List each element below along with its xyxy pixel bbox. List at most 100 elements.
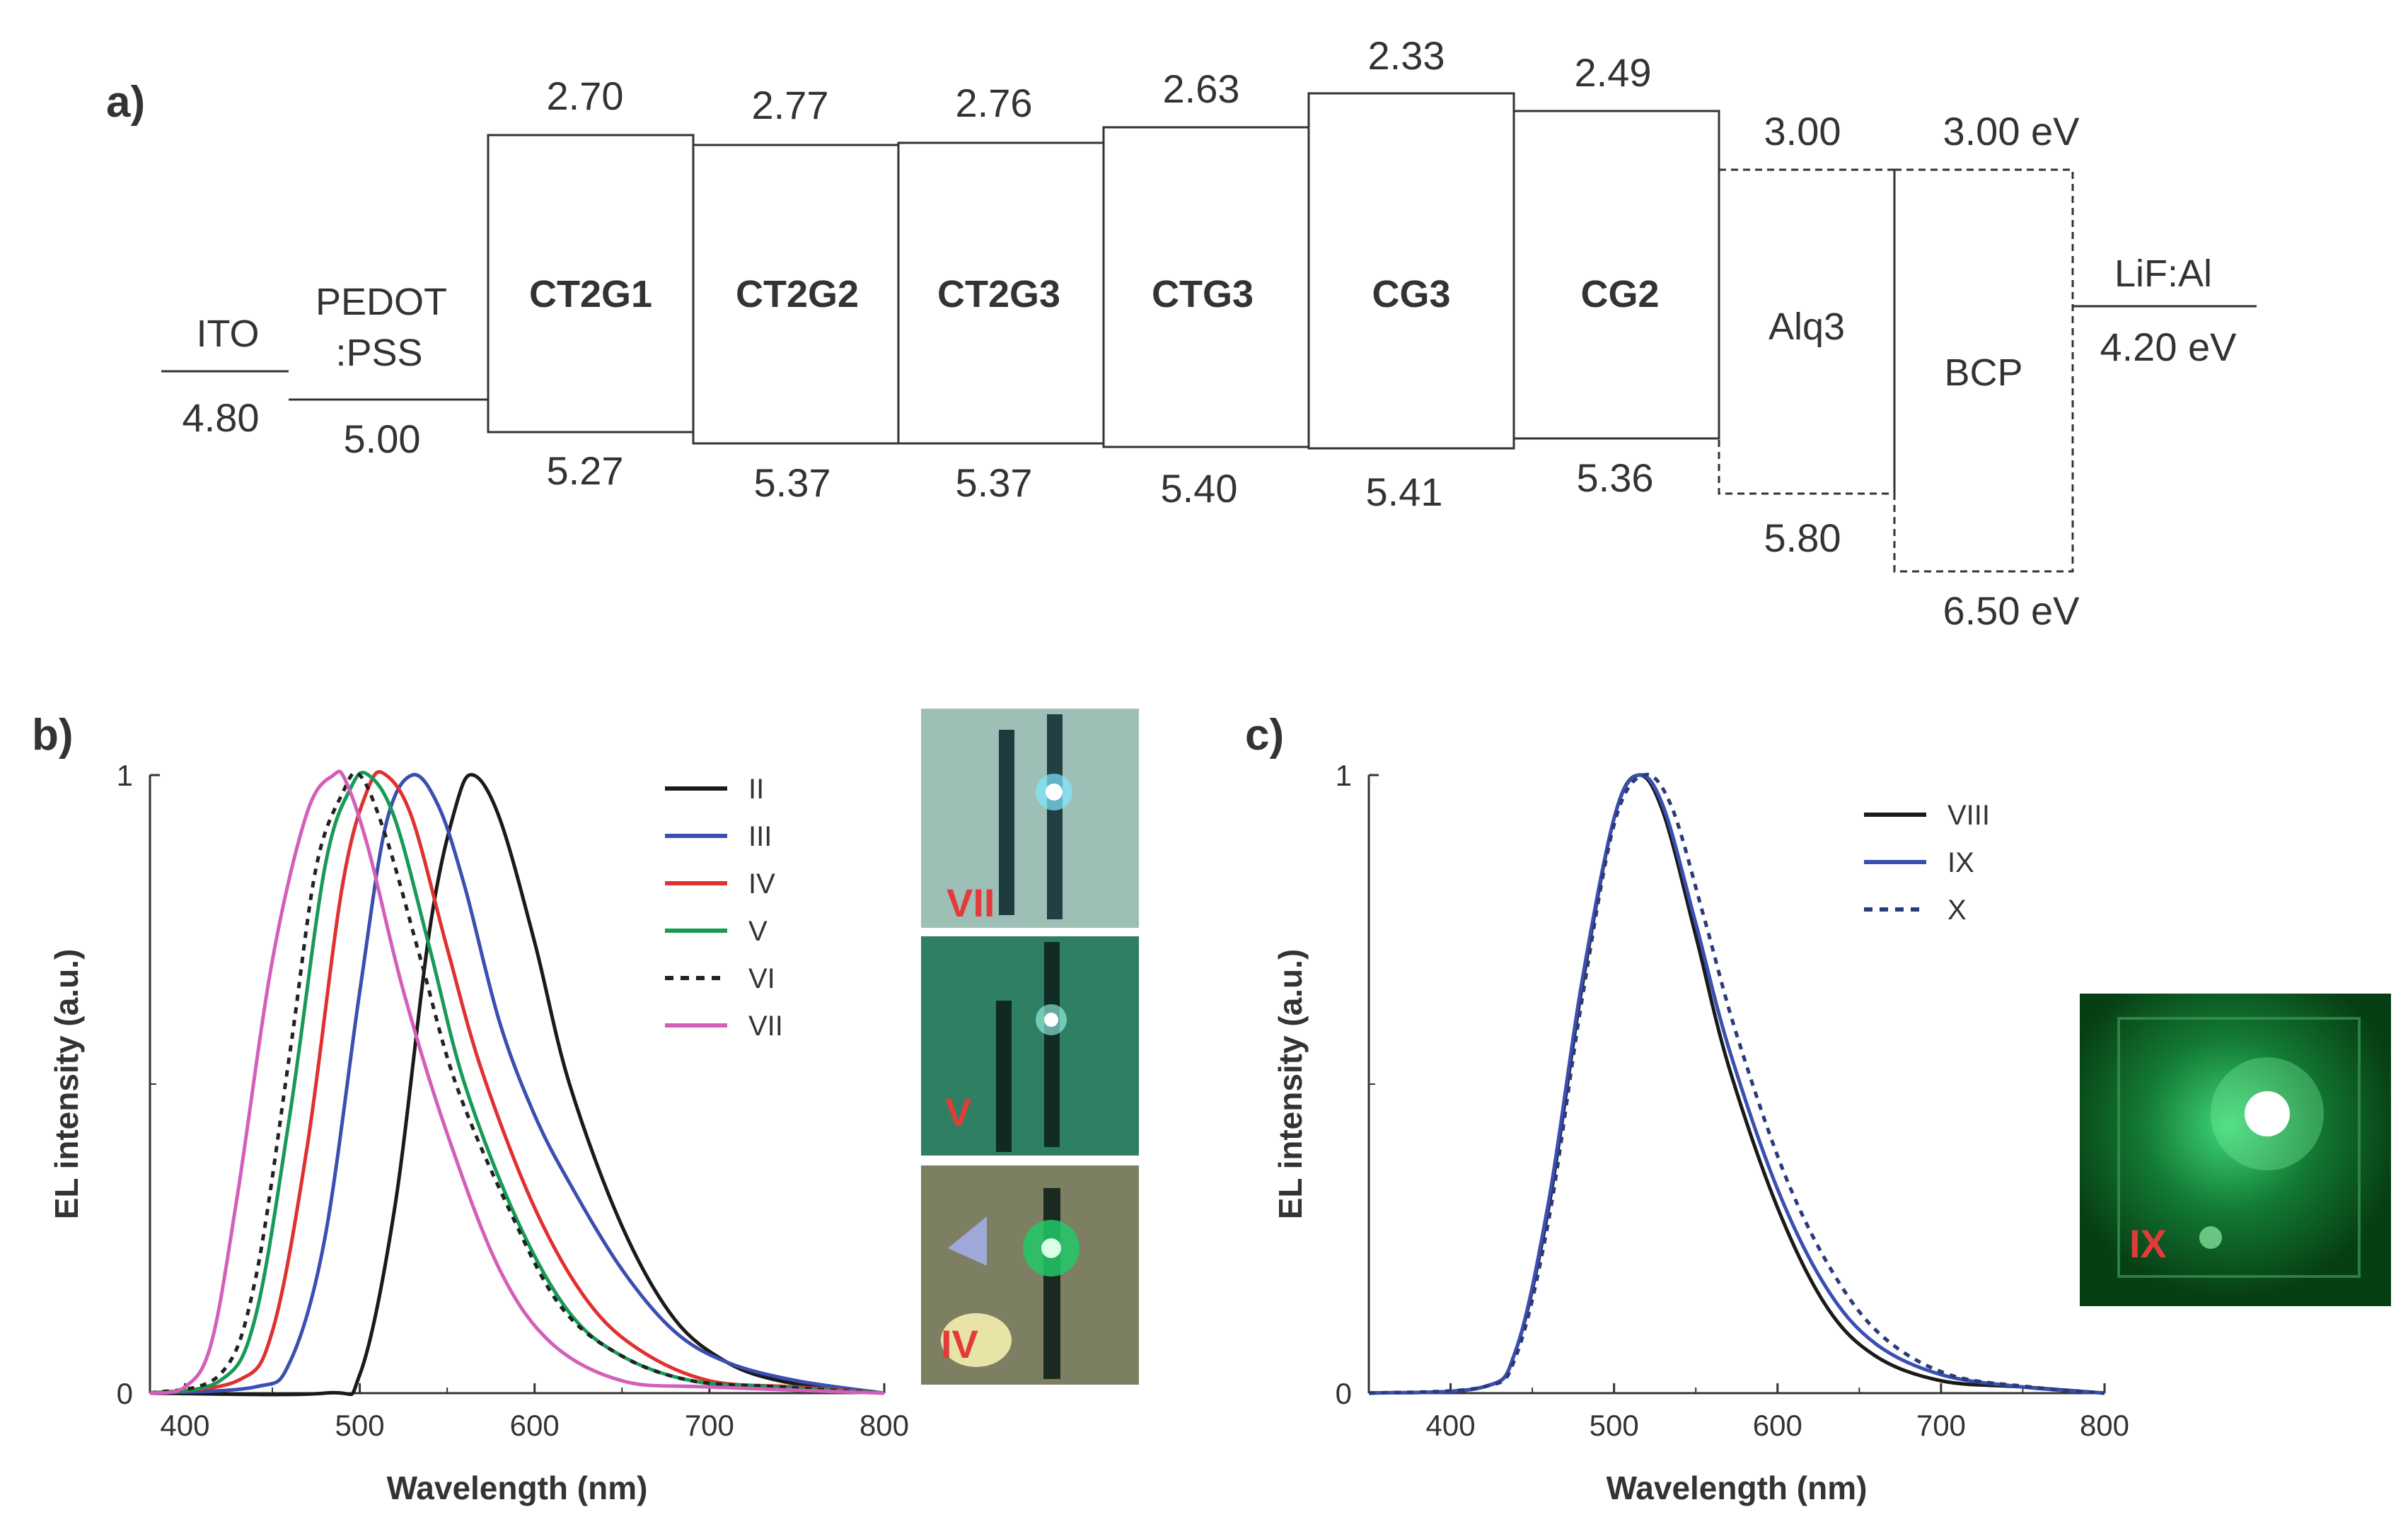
photo-ix-frame [2117,1017,2361,1278]
ct2g2-name: CT2G2 [736,273,859,315]
photo-ix-label: IX [2129,1221,2167,1266]
series-line-x [1368,772,2105,1395]
x-axis-title: Wavelength (nm) [1607,1470,1868,1506]
alq3-homo: 5.80 [1764,516,1841,560]
ito-name: ITO [196,313,259,355]
y-tick-label: 0 [1336,1377,1352,1410]
series-line-ix [1368,773,2105,1395]
pedot-name-line1: PEDOT [316,281,446,323]
ito-homo: 4.80 [183,395,260,440]
photo-vii: VII [921,709,1139,928]
ctg3-homo: 5.40 [1161,466,1238,511]
x-tick-label: 500 [335,1409,385,1442]
photo-iv: IV [921,1165,1139,1385]
bcp-lumo: 3.00 eV [1943,109,2080,153]
alq3-name: Alq3 [1769,306,1845,348]
photo-v-bg [921,936,1139,1156]
alq3-lumo: 3.00 [1764,109,1841,153]
ct2g2-homo: 5.37 [754,460,831,505]
legend-label-x: X [1947,895,1967,926]
x-tick-label: 800 [859,1409,909,1442]
cg3-name: CG3 [1372,273,1450,315]
y-tick-label: 1 [117,759,133,792]
ct2g2-lumo: 2.77 [752,83,829,127]
photo-iv-triangle [948,1216,987,1266]
photo-vii-bg [921,709,1139,928]
lif-name: LiF:Al [2114,252,2212,295]
ct2g1-lumo: 2.70 [547,74,624,118]
series-line-ii [149,773,885,1397]
lif-homo: 4.20 eV [2100,325,2237,369]
photo-vii-strip-left [999,730,1014,915]
photo-vii-led [1046,784,1063,801]
ctg3-name: CTG3 [1152,273,1254,315]
bcp-homo: 6.50 eV [1943,588,2080,633]
cg2-lumo: 2.49 [1575,50,1652,95]
photo-iv-led [1041,1238,1061,1258]
y-tick-label: 1 [1336,759,1352,792]
x-tick-label: 500 [1590,1409,1639,1442]
photo-v-strip-left [996,1001,1012,1152]
pedot-name: PEDOT :PSS [316,281,457,374]
cg3-homo: 5.41 [1366,470,1443,514]
photo-ix-bg [2080,994,2391,1306]
photo-v: V [921,936,1139,1156]
photo-v-strip-right [1044,942,1060,1147]
legend-label-vii: VII [748,1011,783,1042]
ct2g1-name: CT2G1 [529,273,652,315]
photo-vii-label: VII [947,880,995,925]
panel-label-a: a) [106,78,145,127]
chart-c: 400 500 600 700 800 0 1 Wavelength (nm) EL inten… [1272,759,2129,1506]
x-tick-label: 700 [685,1409,734,1442]
ctg3-lumo: 2.63 [1163,66,1240,111]
cg2-homo: 5.36 [1577,455,1654,500]
ct2g1-homo: 5.27 [547,448,624,493]
x-tick-label: 700 [1916,1409,1966,1442]
panel-label-b: b) [32,711,74,760]
cg3-box [1307,92,1515,450]
x-tick-label: 400 [160,1409,209,1442]
y-axis-title: EL intensity (a.u.) [1272,949,1309,1220]
series-line-viii [1368,773,2105,1395]
cg3-lumo: 2.33 [1368,33,1445,78]
ct2g3-homo: 5.37 [956,460,1033,505]
pedot-name-line2: :PSS [335,332,422,374]
panel-label-c: c) [1245,711,1284,760]
ct2g3-lumo: 2.76 [956,81,1033,125]
series-line-iii [149,772,885,1395]
y-axis-title: EL intensity (a.u.) [48,949,85,1220]
series-line-vi [149,771,885,1395]
x-tick-label: 800 [2080,1409,2129,1442]
photo-iv-lens [941,1313,1012,1367]
legend-label-iii: III [748,821,772,852]
ct2g3-name: CT2G3 [937,273,1060,315]
legend-label-iv: IV [748,868,775,900]
chart-b: 400 500 600 700 800 0 1 Wavelength (nm) EL inten… [48,759,909,1506]
x-tick-label: 600 [510,1409,560,1442]
legend-label-vi: VI [748,963,775,994]
x-tick-label: 400 [1426,1409,1476,1442]
x-tick-label: 600 [1753,1409,1802,1442]
energy-level-diagram [161,92,2257,573]
series-line-iv [149,769,885,1395]
photo-ix: IX [2080,994,2391,1306]
photo-iv-strip [1043,1188,1060,1379]
x-axis-title: Wavelength (nm) [387,1470,648,1506]
legend-label-ix: IX [1947,847,1974,878]
bcp-name: BCP [1944,351,2022,394]
pedot-homo: 5.00 [344,417,421,461]
y-tick-label: 0 [117,1377,133,1410]
cg2-name: CG2 [1580,273,1659,315]
photo-ix-spot [2199,1226,2222,1249]
legend-label-viii: VIII [1947,800,1990,831]
photo-v-label: V [945,1090,971,1134]
legend-label-v: V [748,916,768,947]
photo-iv-label: IV [941,1322,978,1366]
photo-v-led [1044,1013,1058,1027]
photo-vii-strip-right [1047,714,1063,919]
series-line-vii [149,769,885,1395]
bcp-box [1893,168,2074,573]
photo-ix-led [2245,1091,2290,1136]
legend-label-ii: II [748,774,764,805]
